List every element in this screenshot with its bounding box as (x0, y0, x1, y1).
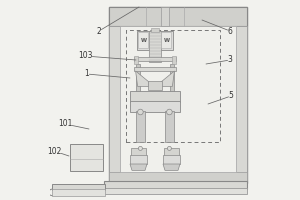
Bar (134, 56, 138, 64)
Text: W: W (163, 38, 170, 43)
Bar (130, 101, 180, 112)
Circle shape (167, 109, 172, 115)
Circle shape (167, 146, 171, 150)
Polygon shape (130, 164, 147, 170)
Bar (104, 188, 247, 194)
Polygon shape (161, 71, 174, 86)
Polygon shape (163, 164, 180, 170)
Bar (109, 26, 120, 183)
Text: W: W (140, 38, 146, 43)
Bar (160, 7, 169, 26)
Bar (126, 30, 220, 142)
Circle shape (138, 146, 142, 150)
Bar (151, 28, 159, 32)
Bar (172, 56, 176, 64)
Bar (136, 111, 145, 142)
Bar (137, 31, 150, 50)
Bar (136, 64, 140, 92)
Bar (236, 26, 247, 183)
Bar (148, 81, 162, 90)
Bar (170, 64, 174, 92)
Bar (52, 184, 105, 190)
Bar (134, 57, 176, 61)
Bar (109, 7, 247, 183)
Bar (104, 181, 247, 189)
Bar (161, 32, 171, 48)
Bar (109, 172, 247, 183)
Text: 3: 3 (206, 55, 232, 64)
Bar (120, 26, 236, 172)
Bar (163, 155, 180, 164)
Text: 102: 102 (47, 146, 69, 156)
Bar (70, 144, 103, 171)
Bar (134, 67, 176, 71)
Bar (130, 155, 147, 164)
Bar (109, 7, 247, 26)
Bar (130, 91, 180, 102)
Polygon shape (136, 71, 149, 86)
Bar (160, 31, 173, 50)
Text: 1: 1 (85, 70, 130, 78)
Bar (52, 189, 105, 196)
Bar (164, 148, 179, 156)
Text: 2: 2 (97, 7, 139, 36)
Text: 101: 101 (58, 119, 89, 129)
Circle shape (138, 109, 143, 115)
Bar (165, 111, 174, 142)
Text: 6: 6 (202, 20, 232, 36)
Bar (138, 32, 148, 48)
Text: 5: 5 (208, 92, 233, 104)
Bar (131, 148, 146, 156)
Bar (149, 31, 161, 62)
Text: 103: 103 (78, 51, 136, 60)
